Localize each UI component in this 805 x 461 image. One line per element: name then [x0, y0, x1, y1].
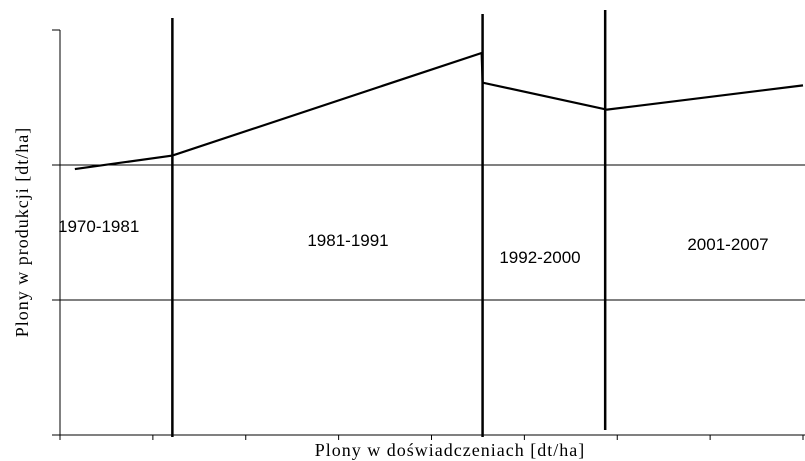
y-axis-title: Plony w produkcji [dt/ha]	[12, 127, 32, 337]
period-label: 2001-2007	[687, 235, 768, 254]
data-line	[74, 51, 804, 171]
period-label: 1992-2000	[499, 248, 580, 267]
period-label: 1981-1991	[307, 231, 388, 250]
x-axis-title: Plony w doświadczeniach [dt/ha]	[315, 440, 585, 460]
period-label: 1970-1981	[58, 217, 139, 236]
